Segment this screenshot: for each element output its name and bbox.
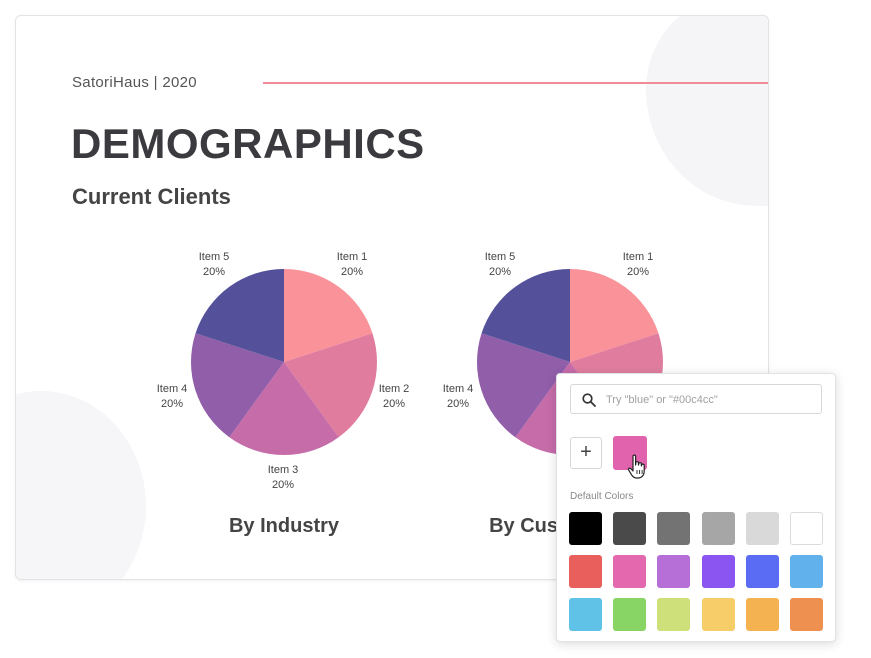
pie-label-name: Item 4 <box>442 383 474 395</box>
pie-label-name: Item 2 <box>378 383 410 395</box>
color-swatch[interactable] <box>701 512 735 545</box>
default-colors-label: Default Colors <box>570 491 634 502</box>
color-swatch[interactable] <box>613 512 647 545</box>
pie-label-name: Item 1 <box>622 251 654 263</box>
pie-label-name: Item 4 <box>156 383 188 395</box>
pie-label-pct: 20% <box>446 398 470 410</box>
pie-label-item-2: Item 2 20% <box>379 382 410 412</box>
pie-label-pct: 20% <box>160 398 184 410</box>
pie-label-pct: 20% <box>626 266 650 278</box>
add-color-button[interactable]: + <box>570 437 602 469</box>
color-swatch[interactable] <box>657 555 691 588</box>
search-icon <box>582 393 596 407</box>
color-swatch[interactable] <box>790 555 823 588</box>
pie-label-item-1: Item 1 20% <box>337 250 368 280</box>
color-swatch[interactable] <box>745 555 779 588</box>
pie-label-item-5: Item 5 20% <box>199 250 230 280</box>
color-swatch[interactable] <box>657 598 691 631</box>
color-swatch[interactable] <box>701 555 735 588</box>
color-swatch[interactable] <box>613 555 647 588</box>
chart-caption-industry[interactable]: By Industry <box>228 515 340 537</box>
pie-slice-item-4[interactable] <box>191 333 284 438</box>
pie-label-name: Item 1 <box>336 251 368 263</box>
color-swatch[interactable] <box>790 512 823 545</box>
pie-slice-item-3[interactable] <box>229 362 339 455</box>
pie-label-name: Item 5 <box>484 251 516 263</box>
color-picker-panel: + Default Colors <box>556 373 836 642</box>
color-swatch[interactable] <box>790 598 823 631</box>
pie-slice-item-5[interactable] <box>481 269 570 362</box>
pie-label-pct: 20% <box>488 266 512 278</box>
pie-label-item-5: Item 5 20% <box>485 250 516 280</box>
pie-label-item-4: Item 4 20% <box>157 382 188 412</box>
pie-slice-item-4[interactable] <box>477 333 570 438</box>
pie-slice-item-2[interactable] <box>284 333 377 438</box>
pie-slice-item-5[interactable] <box>195 269 284 362</box>
chart-caption-customer[interactable]: By Custo <box>489 515 577 537</box>
pie-label-name: Item 3 <box>267 464 299 476</box>
pie-label-name: Item 5 <box>198 251 230 263</box>
pie-label-pct: 20% <box>340 266 364 278</box>
color-swatch[interactable] <box>745 512 779 545</box>
pie-label-item-1: Item 1 20% <box>623 250 654 280</box>
pie-label-pct: 20% <box>202 266 226 278</box>
color-swatch[interactable] <box>569 598 602 631</box>
color-search-box[interactable] <box>570 384 822 414</box>
decorative-blob <box>16 391 146 579</box>
decorative-blob <box>646 16 768 206</box>
slide-subtitle[interactable]: Current Clients <box>72 184 231 209</box>
color-search-input[interactable] <box>604 389 818 411</box>
pie-label-item-4: Item 4 20% <box>443 382 474 412</box>
pie-slice-item-1[interactable] <box>284 269 373 362</box>
color-swatch[interactable] <box>701 598 735 631</box>
pie-chart-industry[interactable] <box>190 268 378 456</box>
color-swatch[interactable] <box>745 598 779 631</box>
slide-title[interactable]: DEMOGRAPHICS <box>71 120 425 167</box>
pie-slice-item-1[interactable] <box>570 269 659 362</box>
color-swatch[interactable] <box>613 598 647 631</box>
pie-label-pct: 20% <box>382 398 406 410</box>
color-swatch[interactable] <box>657 512 691 545</box>
brand-text[interactable]: SatoriHaus | 2020 <box>72 74 197 91</box>
hand-pointer-icon <box>627 454 645 479</box>
color-swatch[interactable] <box>569 512 602 545</box>
color-swatch[interactable] <box>569 555 602 588</box>
slide-canvas[interactable]: SatoriHaus | 2020 DEMOGRAPHICS Current C… <box>15 15 769 580</box>
pie-label-pct: 20% <box>271 479 295 491</box>
accent-line[interactable] <box>263 82 768 84</box>
pie-label-item-3: Item 3 20% <box>268 463 299 493</box>
